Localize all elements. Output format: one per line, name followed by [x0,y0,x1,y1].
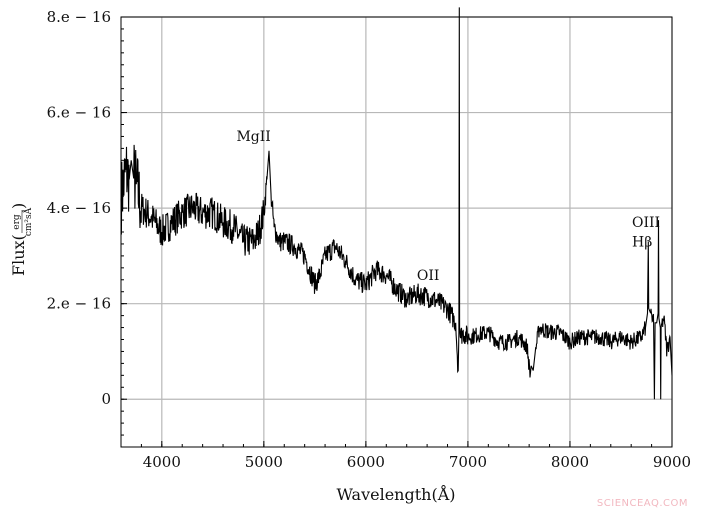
ticks [120,16,673,448]
x-tick-label: 7000 [449,453,487,471]
annotation-label: OIII [632,215,660,231]
x-tick-label: 8000 [551,453,589,471]
svg-text:Flux(: Flux( [9,234,28,276]
annotation-label: OII [417,268,440,284]
x-tick-label: 9000 [653,453,691,471]
x-tick-label: 6000 [347,453,385,471]
x-axis-label: Wavelength(Å) [336,484,455,504]
annotation-label: MgII [236,129,270,145]
annotation-label: Hβ [632,234,652,250]
watermark: SCIENCEAQ.COM [596,498,688,509]
y-tick-label: 2.e − 16 [47,295,111,313]
x-tick-label: 5000 [245,453,283,471]
x-tick-label: 4000 [143,453,181,471]
y-tick-label: 0 [101,390,111,408]
svg-text:): ) [9,203,28,209]
svg-text:erg: erg [12,214,22,230]
y-tick-label: 8.e − 16 [47,8,111,26]
grid [121,16,673,447]
y-tick-label: 6.e − 16 [47,104,111,122]
y-tick-label: 4.e − 16 [47,199,111,217]
spectrum-line [120,7,673,400]
y-axis-label: Flux( erg cm²sÅ ) [9,203,34,276]
plot-frame [120,16,673,448]
svg-text:cm²sÅ: cm²sÅ [22,207,34,236]
